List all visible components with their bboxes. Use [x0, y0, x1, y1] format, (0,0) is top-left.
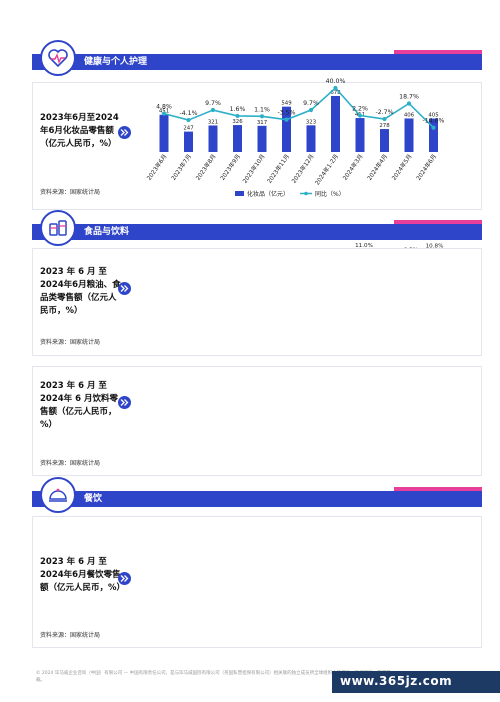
- chart-caption: 2023 年 6 月 至 2024年6月餐饮零售额（亿元人民币，%）: [40, 557, 126, 593]
- legend-bar-swatch: [235, 191, 244, 196]
- yoy-value-label: 10.8%: [426, 244, 444, 250]
- x-tick-label: 2023年12月: [290, 153, 316, 185]
- chart-caption: 2023年6月至2024年6月化妆品零售额（亿元人民币，%）: [40, 113, 119, 149]
- bar: [306, 125, 316, 152]
- yoy-point: [431, 125, 436, 130]
- yoy-value-label: -14.6%: [423, 118, 445, 125]
- x-tick-label: 2023年7月: [169, 153, 193, 182]
- x-tick-label: 2024年4月: [365, 153, 389, 182]
- x-tick-label: 2024年6月: [414, 153, 438, 182]
- source-note: 资料来源：国家统计局: [40, 189, 101, 196]
- section-bar: [32, 491, 482, 507]
- bar-value-label: 317: [257, 120, 267, 126]
- source-note: 资料来源：国家统计局: [40, 460, 101, 467]
- food-jars-icon: [40, 210, 76, 246]
- chart-card-catering: [32, 516, 482, 648]
- yoy-value-label: 1.6%: [230, 106, 246, 113]
- watermark: www.365jz.com: [332, 671, 500, 693]
- yoy-value-label: 9.7%: [205, 100, 221, 107]
- yoy-point: [210, 107, 216, 113]
- section-title: 餐饮: [84, 494, 103, 504]
- section-header-personal-care: 健康与个人护理: [0, 40, 500, 76]
- footer-disclaimer: © 2024 毕马威企业咨询（中国）有限公司 — 中国有限责任公司，是与毕马威国…: [36, 671, 391, 683]
- yoy-value-label: 9.7%: [303, 100, 319, 107]
- section-title: 健康与个人护理: [84, 57, 148, 67]
- section-header-catering: 餐饮: [0, 477, 500, 513]
- food-cloche-icon: [40, 477, 76, 513]
- play-icon: [118, 282, 131, 295]
- bar: [233, 125, 242, 152]
- bar: [282, 106, 291, 152]
- heart-monitor-icon: [40, 40, 76, 76]
- bar: [429, 118, 438, 152]
- bar: [159, 114, 169, 152]
- legend-line-marker: [304, 191, 308, 196]
- bar-value-label: 406: [404, 112, 415, 118]
- bar-value-label: 278: [379, 123, 390, 129]
- yoy-value-label: 40.0%: [326, 78, 346, 85]
- yoy-value-label: 18.7%: [399, 93, 419, 100]
- chart-caption: 2023 年 6 月 至 2024年6月粮油、食品类零售额（亿元人民币，%）: [40, 267, 121, 316]
- section-title: 食品与饮料: [84, 227, 130, 237]
- x-tick-label: 2023年9月: [218, 153, 242, 182]
- accent-stripe: [394, 50, 482, 54]
- yoy-value-label: -4.1%: [180, 110, 198, 117]
- yoy-point: [333, 85, 338, 91]
- x-tick-label: 2024年1-2月: [313, 153, 340, 187]
- yoy-value-label: -3.5%: [278, 110, 296, 117]
- chart-card-grain-food: [32, 248, 482, 356]
- bar-value-label: 323: [306, 119, 316, 125]
- source-note: 资料来源：国家统计局: [40, 632, 101, 639]
- bar: [257, 125, 267, 152]
- bar: [355, 118, 365, 152]
- x-tick-label: 2023年6月: [145, 153, 169, 182]
- watermark-text: www.365jz.com: [340, 674, 453, 688]
- play-icon: [118, 126, 131, 139]
- section-bar: [32, 54, 482, 70]
- bar-value-label: 247: [183, 126, 193, 132]
- yoy-value-label: -2.7%: [376, 109, 394, 116]
- play-icon: [118, 396, 131, 409]
- bar-value-label: 405: [428, 113, 438, 119]
- yoy-value-label: 1.1%: [254, 106, 270, 113]
- bar-value-label: 549: [281, 101, 292, 107]
- yoy-point: [308, 107, 314, 113]
- x-tick-label: 2023年10月: [241, 153, 267, 185]
- bar: [331, 96, 340, 152]
- yoy-value-label: 4.8%: [156, 104, 172, 111]
- yoy-point: [406, 101, 412, 106]
- bar-value-label: 678: [330, 90, 341, 96]
- bar: [380, 129, 389, 152]
- bar: [404, 118, 414, 152]
- bar-value-label: 321: [208, 119, 218, 125]
- source-note: 资料来源：国家统计局: [40, 339, 101, 346]
- x-tick-label: 2023年8月: [194, 153, 218, 182]
- yoy-point: [186, 117, 191, 123]
- bar: [208, 125, 218, 152]
- play-icon: [118, 572, 131, 585]
- bar-value-label: 326: [232, 119, 243, 125]
- section-header-food-beverage: 食品与饮料: [0, 210, 500, 246]
- legend-line-label: 同比（%）: [315, 190, 345, 198]
- yoy-point: [357, 113, 363, 118]
- accent-stripe: [394, 220, 482, 224]
- section-bar: [32, 224, 482, 240]
- yoy-point: [382, 116, 387, 122]
- yoy-line: [163, 86, 435, 129]
- x-tick-label: 2023年11月: [265, 153, 291, 185]
- yoy-point: [284, 117, 289, 122]
- bar: [184, 131, 193, 152]
- x-tick-label: 2024年5月: [390, 153, 414, 182]
- yoy-point: [235, 113, 240, 119]
- legend-bar-label: 化妆品（亿元）: [247, 190, 289, 198]
- yoy-point: [161, 111, 167, 116]
- chart-card-beverages: [32, 366, 482, 476]
- accent-stripe: [394, 487, 482, 491]
- x-tick-label: 2024年3月: [341, 153, 365, 182]
- yoy-value-label: 11.0%: [355, 243, 373, 249]
- chart-caption: 2023 年 6 月 至 2024年 6 月饮料零售额（亿元人民币，%）: [40, 381, 118, 430]
- yoy-point: [259, 114, 265, 119]
- yoy-value-label: 2.2%: [352, 105, 368, 112]
